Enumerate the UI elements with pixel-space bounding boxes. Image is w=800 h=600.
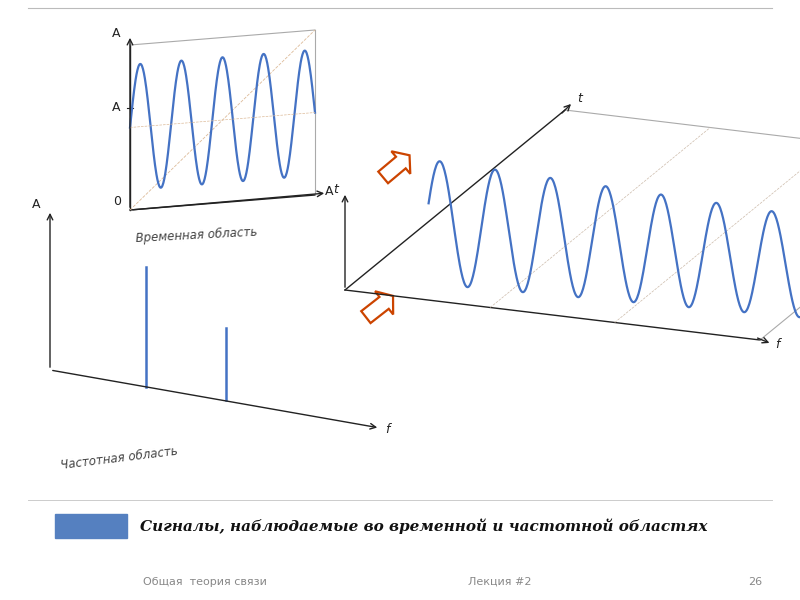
Text: A: A xyxy=(112,101,120,114)
Text: A: A xyxy=(112,27,120,40)
Text: Общая  теория связи: Общая теория связи xyxy=(143,577,267,587)
Text: A: A xyxy=(325,185,334,198)
Text: Частотная область: Частотная область xyxy=(60,445,178,472)
Text: 26: 26 xyxy=(748,577,762,587)
Text: Временная область: Временная область xyxy=(135,226,258,245)
Text: t: t xyxy=(577,92,582,105)
Text: A: A xyxy=(32,198,40,211)
Text: f: f xyxy=(385,423,390,436)
Text: f: f xyxy=(775,338,779,351)
Text: Сигналы, наблюдаемые во временной и частотной областях: Сигналы, наблюдаемые во временной и част… xyxy=(140,518,707,534)
FancyBboxPatch shape xyxy=(55,514,127,538)
Text: t: t xyxy=(333,183,338,196)
Text: Лекция #2: Лекция #2 xyxy=(468,577,532,587)
Text: 0: 0 xyxy=(113,195,121,208)
